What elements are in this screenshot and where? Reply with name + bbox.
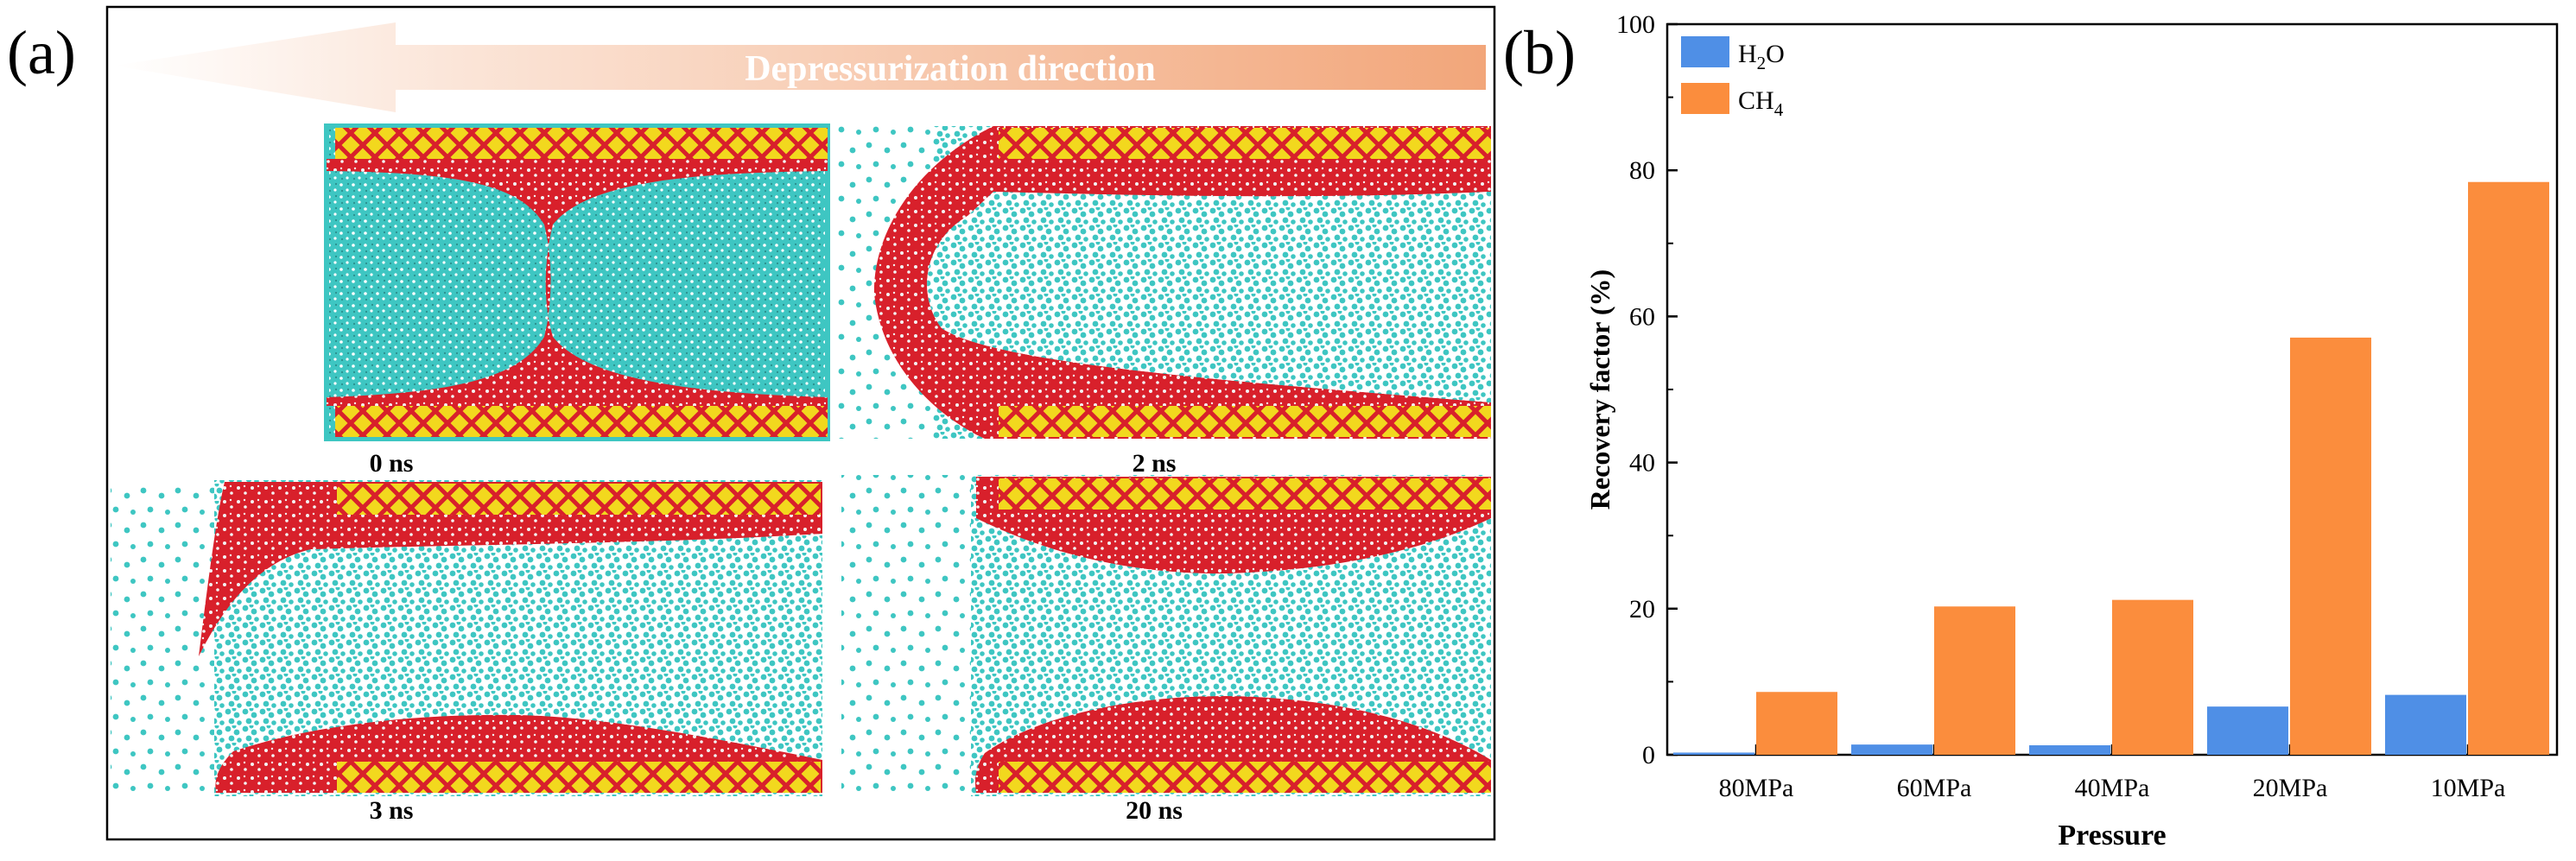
- bar-ch4-60mpa: [1934, 606, 2015, 755]
- wall-bottom: [335, 406, 828, 437]
- bar-ch4-20mpa: [2290, 337, 2371, 755]
- bar-ch4-10mpa: [2468, 181, 2549, 756]
- x-axis-label: Pressure: [2058, 820, 2166, 852]
- bars: [1673, 181, 2549, 756]
- y-tick-label: 100: [1616, 10, 1655, 39]
- x-tick-label: 40MPa: [2075, 774, 2150, 802]
- x-tick-label: 60MPa: [1897, 774, 1972, 802]
- bar-ch4-80mpa: [1756, 692, 1837, 755]
- wall-bottom: [999, 406, 1491, 437]
- legend-swatch-ch4: [1681, 83, 1729, 114]
- wall-bottom: [999, 762, 1491, 793]
- snapshot-time-label: 0 ns: [370, 449, 414, 478]
- bar-h2o-20mpa: [2207, 706, 2288, 755]
- bar-h2o-80mpa: [1673, 752, 1754, 755]
- snapshot-0ns: 0 ns: [324, 123, 830, 478]
- legend-swatch-h2o: [1681, 36, 1729, 67]
- snapshot-time-label: 20 ns: [1126, 796, 1183, 825]
- y-tick-label: 40: [1629, 449, 1655, 478]
- bar-h2o-10mpa: [2385, 694, 2466, 755]
- x-tick-label: 20MPa: [2253, 774, 2328, 802]
- bar-h2o-60mpa: [1851, 744, 1932, 755]
- panel-b-label: (b): [1503, 18, 1576, 87]
- bar-h2o-40mpa: [2029, 745, 2110, 755]
- x-tick-label: 10MPa: [2431, 774, 2506, 802]
- bar-ch4-40mpa: [2112, 599, 2193, 755]
- wall-top: [337, 484, 821, 515]
- wall-top: [999, 478, 1491, 510]
- y-tick-label: 80: [1629, 156, 1655, 185]
- y-tick-label: 0: [1642, 741, 1655, 769]
- y-axis: 0 20 40 60 80 100: [1616, 10, 1678, 769]
- panel-a-label: (a): [7, 18, 76, 87]
- legend: H2O CH4: [1681, 36, 1785, 120]
- wall-top: [999, 128, 1491, 159]
- snapshot-3ns: 3 ns: [111, 480, 822, 825]
- snapshot-20ns: 20 ns: [841, 475, 1491, 825]
- x-axis: 80MPa 60MPa 40MPa 20MPa 10MPa: [1719, 744, 2506, 802]
- arrow-label: Depressurization direction: [745, 49, 1156, 89]
- wall-bottom: [337, 762, 821, 793]
- legend-label-ch4: CH4: [1738, 86, 1784, 120]
- legend-label-h2o: H2O: [1738, 40, 1785, 73]
- y-axis-label: Recovery factor (%): [1584, 269, 1615, 510]
- y-tick-label: 60: [1629, 302, 1655, 331]
- wall-top: [335, 128, 828, 159]
- snapshot-time-label: 3 ns: [370, 796, 414, 825]
- y-tick-label: 20: [1629, 595, 1655, 624]
- depressurization-arrow: Depressurization direction: [114, 22, 1486, 112]
- snapshot-time-label: 2 ns: [1133, 449, 1177, 478]
- x-tick-label: 80MPa: [1719, 774, 1794, 802]
- snapshot-2ns: 2 ns: [838, 126, 1491, 478]
- recovery-factor-chart: 0 20 40 60 80 100 80MPa 60MPa 40MPa 20MPa 10MPa R…: [1584, 10, 2559, 852]
